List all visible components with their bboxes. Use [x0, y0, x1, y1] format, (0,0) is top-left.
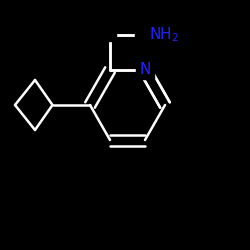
Text: N: N — [139, 62, 151, 78]
Bar — [135, 26, 170, 44]
Bar — [104, 29, 116, 41]
Bar — [136, 61, 154, 79]
Text: NH$_2$: NH$_2$ — [149, 26, 179, 44]
